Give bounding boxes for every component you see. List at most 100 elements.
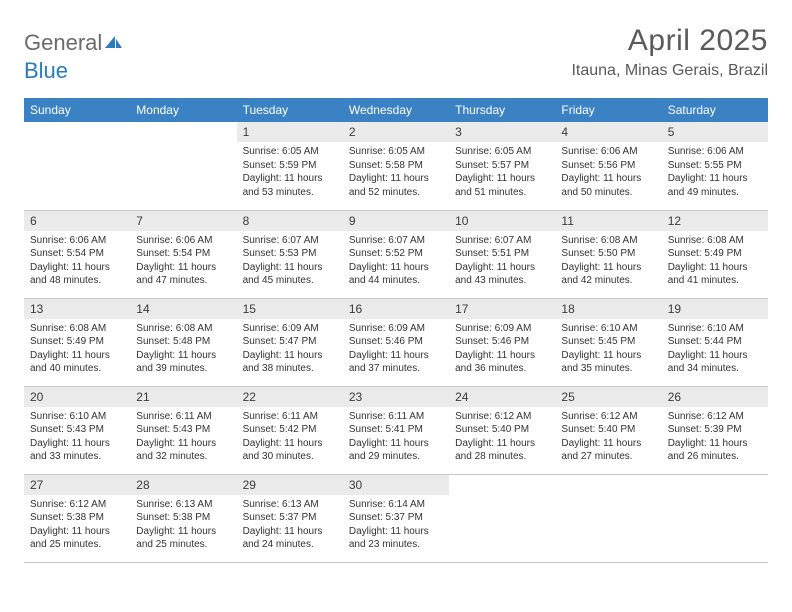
day-number: 17 bbox=[449, 299, 555, 319]
calendar-cell: 25Sunrise: 6:12 AMSunset: 5:40 PMDayligh… bbox=[555, 386, 661, 474]
sunset-line: Sunset: 5:55 PM bbox=[668, 159, 762, 173]
calendar-cell: 7Sunrise: 6:06 AMSunset: 5:54 PMDaylight… bbox=[130, 210, 236, 298]
sunrise-line: Sunrise: 6:12 AM bbox=[668, 410, 762, 424]
sail-icon bbox=[103, 30, 123, 56]
page-title: April 2025 bbox=[571, 24, 768, 58]
sunrise-line: Sunrise: 6:08 AM bbox=[136, 322, 230, 336]
calendar-head: SundayMondayTuesdayWednesdayThursdayFrid… bbox=[24, 98, 768, 122]
day-number: 11 bbox=[555, 211, 661, 231]
sunrise-line: Sunrise: 6:09 AM bbox=[243, 322, 337, 336]
sunrise-line: Sunrise: 6:08 AM bbox=[561, 234, 655, 248]
daylight-line: Daylight: 11 hours and 51 minutes. bbox=[455, 172, 549, 199]
sunset-line: Sunset: 5:45 PM bbox=[561, 335, 655, 349]
day-body: Sunrise: 6:13 AMSunset: 5:38 PMDaylight:… bbox=[130, 495, 236, 556]
day-body: Sunrise: 6:05 AMSunset: 5:59 PMDaylight:… bbox=[237, 142, 343, 203]
sunset-line: Sunset: 5:58 PM bbox=[349, 159, 443, 173]
day-number: 15 bbox=[237, 299, 343, 319]
sunset-line: Sunset: 5:57 PM bbox=[455, 159, 549, 173]
daylight-line: Daylight: 11 hours and 23 minutes. bbox=[349, 525, 443, 552]
day-body: Sunrise: 6:11 AMSunset: 5:42 PMDaylight:… bbox=[237, 407, 343, 468]
day-body: Sunrise: 6:08 AMSunset: 5:49 PMDaylight:… bbox=[24, 319, 130, 380]
day-body: Sunrise: 6:11 AMSunset: 5:41 PMDaylight:… bbox=[343, 407, 449, 468]
day-body: Sunrise: 6:05 AMSunset: 5:58 PMDaylight:… bbox=[343, 142, 449, 203]
sunrise-line: Sunrise: 6:10 AM bbox=[561, 322, 655, 336]
calendar-cell: 9Sunrise: 6:07 AMSunset: 5:52 PMDaylight… bbox=[343, 210, 449, 298]
day-body: Sunrise: 6:10 AMSunset: 5:43 PMDaylight:… bbox=[24, 407, 130, 468]
sunset-line: Sunset: 5:46 PM bbox=[349, 335, 443, 349]
day-number: 29 bbox=[237, 475, 343, 495]
calendar-cell: 26Sunrise: 6:12 AMSunset: 5:39 PMDayligh… bbox=[662, 386, 768, 474]
daylight-line: Daylight: 11 hours and 28 minutes. bbox=[455, 437, 549, 464]
day-body: Sunrise: 6:12 AMSunset: 5:39 PMDaylight:… bbox=[662, 407, 768, 468]
day-body: Sunrise: 6:09 AMSunset: 5:46 PMDaylight:… bbox=[343, 319, 449, 380]
day-number: 20 bbox=[24, 387, 130, 407]
calendar-cell: 19Sunrise: 6:10 AMSunset: 5:44 PMDayligh… bbox=[662, 298, 768, 386]
daylight-line: Daylight: 11 hours and 50 minutes. bbox=[561, 172, 655, 199]
location-label: Itauna, Minas Gerais, Brazil bbox=[571, 62, 768, 80]
sunrise-line: Sunrise: 6:08 AM bbox=[30, 322, 124, 336]
calendar-row: 13Sunrise: 6:08 AMSunset: 5:49 PMDayligh… bbox=[24, 298, 768, 386]
calendar-cell: 15Sunrise: 6:09 AMSunset: 5:47 PMDayligh… bbox=[237, 298, 343, 386]
calendar-cell: 23Sunrise: 6:11 AMSunset: 5:41 PMDayligh… bbox=[343, 386, 449, 474]
day-body: Sunrise: 6:09 AMSunset: 5:47 PMDaylight:… bbox=[237, 319, 343, 380]
day-number: 2 bbox=[343, 122, 449, 142]
daylight-line: Daylight: 11 hours and 30 minutes. bbox=[243, 437, 337, 464]
daylight-line: Daylight: 11 hours and 44 minutes. bbox=[349, 261, 443, 288]
sunrise-line: Sunrise: 6:09 AM bbox=[455, 322, 549, 336]
calendar-body: 1Sunrise: 6:05 AMSunset: 5:59 PMDaylight… bbox=[24, 122, 768, 562]
sunrise-line: Sunrise: 6:06 AM bbox=[30, 234, 124, 248]
calendar-cell bbox=[555, 474, 661, 562]
weekday-header: Friday bbox=[555, 98, 661, 122]
daylight-line: Daylight: 11 hours and 24 minutes. bbox=[243, 525, 337, 552]
day-body: Sunrise: 6:08 AMSunset: 5:48 PMDaylight:… bbox=[130, 319, 236, 380]
sunrise-line: Sunrise: 6:14 AM bbox=[349, 498, 443, 512]
day-number: 6 bbox=[24, 211, 130, 231]
calendar-row: 1Sunrise: 6:05 AMSunset: 5:59 PMDaylight… bbox=[24, 122, 768, 210]
sunrise-line: Sunrise: 6:06 AM bbox=[561, 145, 655, 159]
calendar-cell: 14Sunrise: 6:08 AMSunset: 5:48 PMDayligh… bbox=[130, 298, 236, 386]
calendar-cell: 12Sunrise: 6:08 AMSunset: 5:49 PMDayligh… bbox=[662, 210, 768, 298]
daylight-line: Daylight: 11 hours and 27 minutes. bbox=[561, 437, 655, 464]
calendar-cell: 22Sunrise: 6:11 AMSunset: 5:42 PMDayligh… bbox=[237, 386, 343, 474]
sunrise-line: Sunrise: 6:08 AM bbox=[668, 234, 762, 248]
day-number: 22 bbox=[237, 387, 343, 407]
weekday-header: Wednesday bbox=[343, 98, 449, 122]
calendar-cell: 29Sunrise: 6:13 AMSunset: 5:37 PMDayligh… bbox=[237, 474, 343, 562]
daylight-line: Daylight: 11 hours and 29 minutes. bbox=[349, 437, 443, 464]
sunset-line: Sunset: 5:43 PM bbox=[30, 423, 124, 437]
day-number: 21 bbox=[130, 387, 236, 407]
day-number: 9 bbox=[343, 211, 449, 231]
daylight-line: Daylight: 11 hours and 41 minutes. bbox=[668, 261, 762, 288]
sunset-line: Sunset: 5:56 PM bbox=[561, 159, 655, 173]
day-body: Sunrise: 6:11 AMSunset: 5:43 PMDaylight:… bbox=[130, 407, 236, 468]
sunset-line: Sunset: 5:52 PM bbox=[349, 247, 443, 261]
weekday-header: Monday bbox=[130, 98, 236, 122]
sunrise-line: Sunrise: 6:07 AM bbox=[455, 234, 549, 248]
sunrise-line: Sunrise: 6:11 AM bbox=[243, 410, 337, 424]
calendar-row: 27Sunrise: 6:12 AMSunset: 5:38 PMDayligh… bbox=[24, 474, 768, 562]
calendar-cell: 13Sunrise: 6:08 AMSunset: 5:49 PMDayligh… bbox=[24, 298, 130, 386]
sunrise-line: Sunrise: 6:10 AM bbox=[30, 410, 124, 424]
calendar-cell: 24Sunrise: 6:12 AMSunset: 5:40 PMDayligh… bbox=[449, 386, 555, 474]
sunset-line: Sunset: 5:54 PM bbox=[136, 247, 230, 261]
calendar-cell: 10Sunrise: 6:07 AMSunset: 5:51 PMDayligh… bbox=[449, 210, 555, 298]
sunrise-line: Sunrise: 6:12 AM bbox=[561, 410, 655, 424]
calendar-cell: 5Sunrise: 6:06 AMSunset: 5:55 PMDaylight… bbox=[662, 122, 768, 210]
sunset-line: Sunset: 5:44 PM bbox=[668, 335, 762, 349]
sunset-line: Sunset: 5:53 PM bbox=[243, 247, 337, 261]
day-number: 18 bbox=[555, 299, 661, 319]
day-number: 10 bbox=[449, 211, 555, 231]
sunset-line: Sunset: 5:50 PM bbox=[561, 247, 655, 261]
sunset-line: Sunset: 5:48 PM bbox=[136, 335, 230, 349]
day-body: Sunrise: 6:07 AMSunset: 5:53 PMDaylight:… bbox=[237, 231, 343, 292]
calendar-cell: 3Sunrise: 6:05 AMSunset: 5:57 PMDaylight… bbox=[449, 122, 555, 210]
daylight-line: Daylight: 11 hours and 37 minutes. bbox=[349, 349, 443, 376]
day-number: 16 bbox=[343, 299, 449, 319]
calendar-cell: 18Sunrise: 6:10 AMSunset: 5:45 PMDayligh… bbox=[555, 298, 661, 386]
calendar-cell: 4Sunrise: 6:06 AMSunset: 5:56 PMDaylight… bbox=[555, 122, 661, 210]
calendar-cell: 17Sunrise: 6:09 AMSunset: 5:46 PMDayligh… bbox=[449, 298, 555, 386]
logo: GeneralBlue bbox=[24, 30, 123, 84]
calendar-cell: 16Sunrise: 6:09 AMSunset: 5:46 PMDayligh… bbox=[343, 298, 449, 386]
weekday-header: Saturday bbox=[662, 98, 768, 122]
sunrise-line: Sunrise: 6:07 AM bbox=[243, 234, 337, 248]
